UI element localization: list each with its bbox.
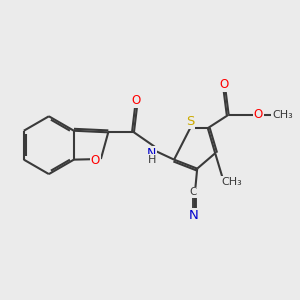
Text: O: O	[219, 78, 229, 91]
Text: S: S	[186, 115, 194, 128]
Text: O: O	[254, 108, 263, 121]
Text: H: H	[147, 155, 156, 165]
Text: CH₃: CH₃	[272, 110, 293, 120]
Text: O: O	[91, 154, 100, 167]
Text: O: O	[131, 94, 140, 107]
Text: N: N	[147, 147, 156, 161]
Text: CH₃: CH₃	[221, 177, 242, 187]
Text: C: C	[190, 188, 197, 197]
Text: N: N	[188, 209, 198, 222]
